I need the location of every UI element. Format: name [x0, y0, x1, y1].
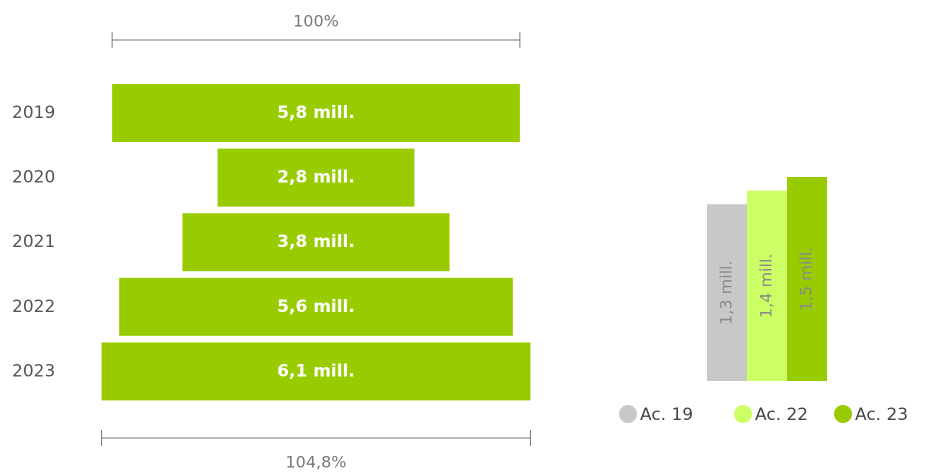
bar — [112, 84, 520, 142]
bracket-label: 104,8% — [285, 453, 346, 472]
value-label: 1,3 mill. — [717, 260, 736, 325]
value-label: 2,8 mill. — [277, 168, 355, 188]
bar — [101, 342, 531, 401]
bar — [119, 277, 513, 336]
value-label: 5,6 mill. — [277, 297, 355, 317]
legend-label: Ac. 19 — [640, 405, 693, 425]
year-label: 2022 — [12, 297, 55, 317]
legend-swatch — [834, 405, 852, 423]
bar — [182, 213, 450, 272]
bar — [217, 148, 415, 207]
year-label: 2020 — [12, 168, 55, 188]
year-label: 2021 — [12, 232, 55, 252]
bar — [707, 204, 747, 381]
value-label: 1,5 mill. — [797, 247, 816, 312]
value-label: 6,1 mill. — [277, 361, 355, 381]
bar — [747, 190, 787, 381]
legend-label: Ac. 23 — [855, 405, 908, 425]
legend-swatch — [619, 405, 637, 423]
bar — [787, 177, 827, 381]
bracket-label: 100% — [293, 12, 339, 31]
value-label: 1,4 mill. — [757, 254, 776, 319]
value-label: 5,8 mill. — [277, 103, 355, 123]
value-label: 3,8 mill. — [277, 232, 355, 252]
year-label: 2023 — [12, 361, 55, 381]
year-label: 2019 — [12, 103, 55, 123]
legend-swatch — [734, 405, 752, 423]
legend-label: Ac. 22 — [755, 405, 808, 425]
